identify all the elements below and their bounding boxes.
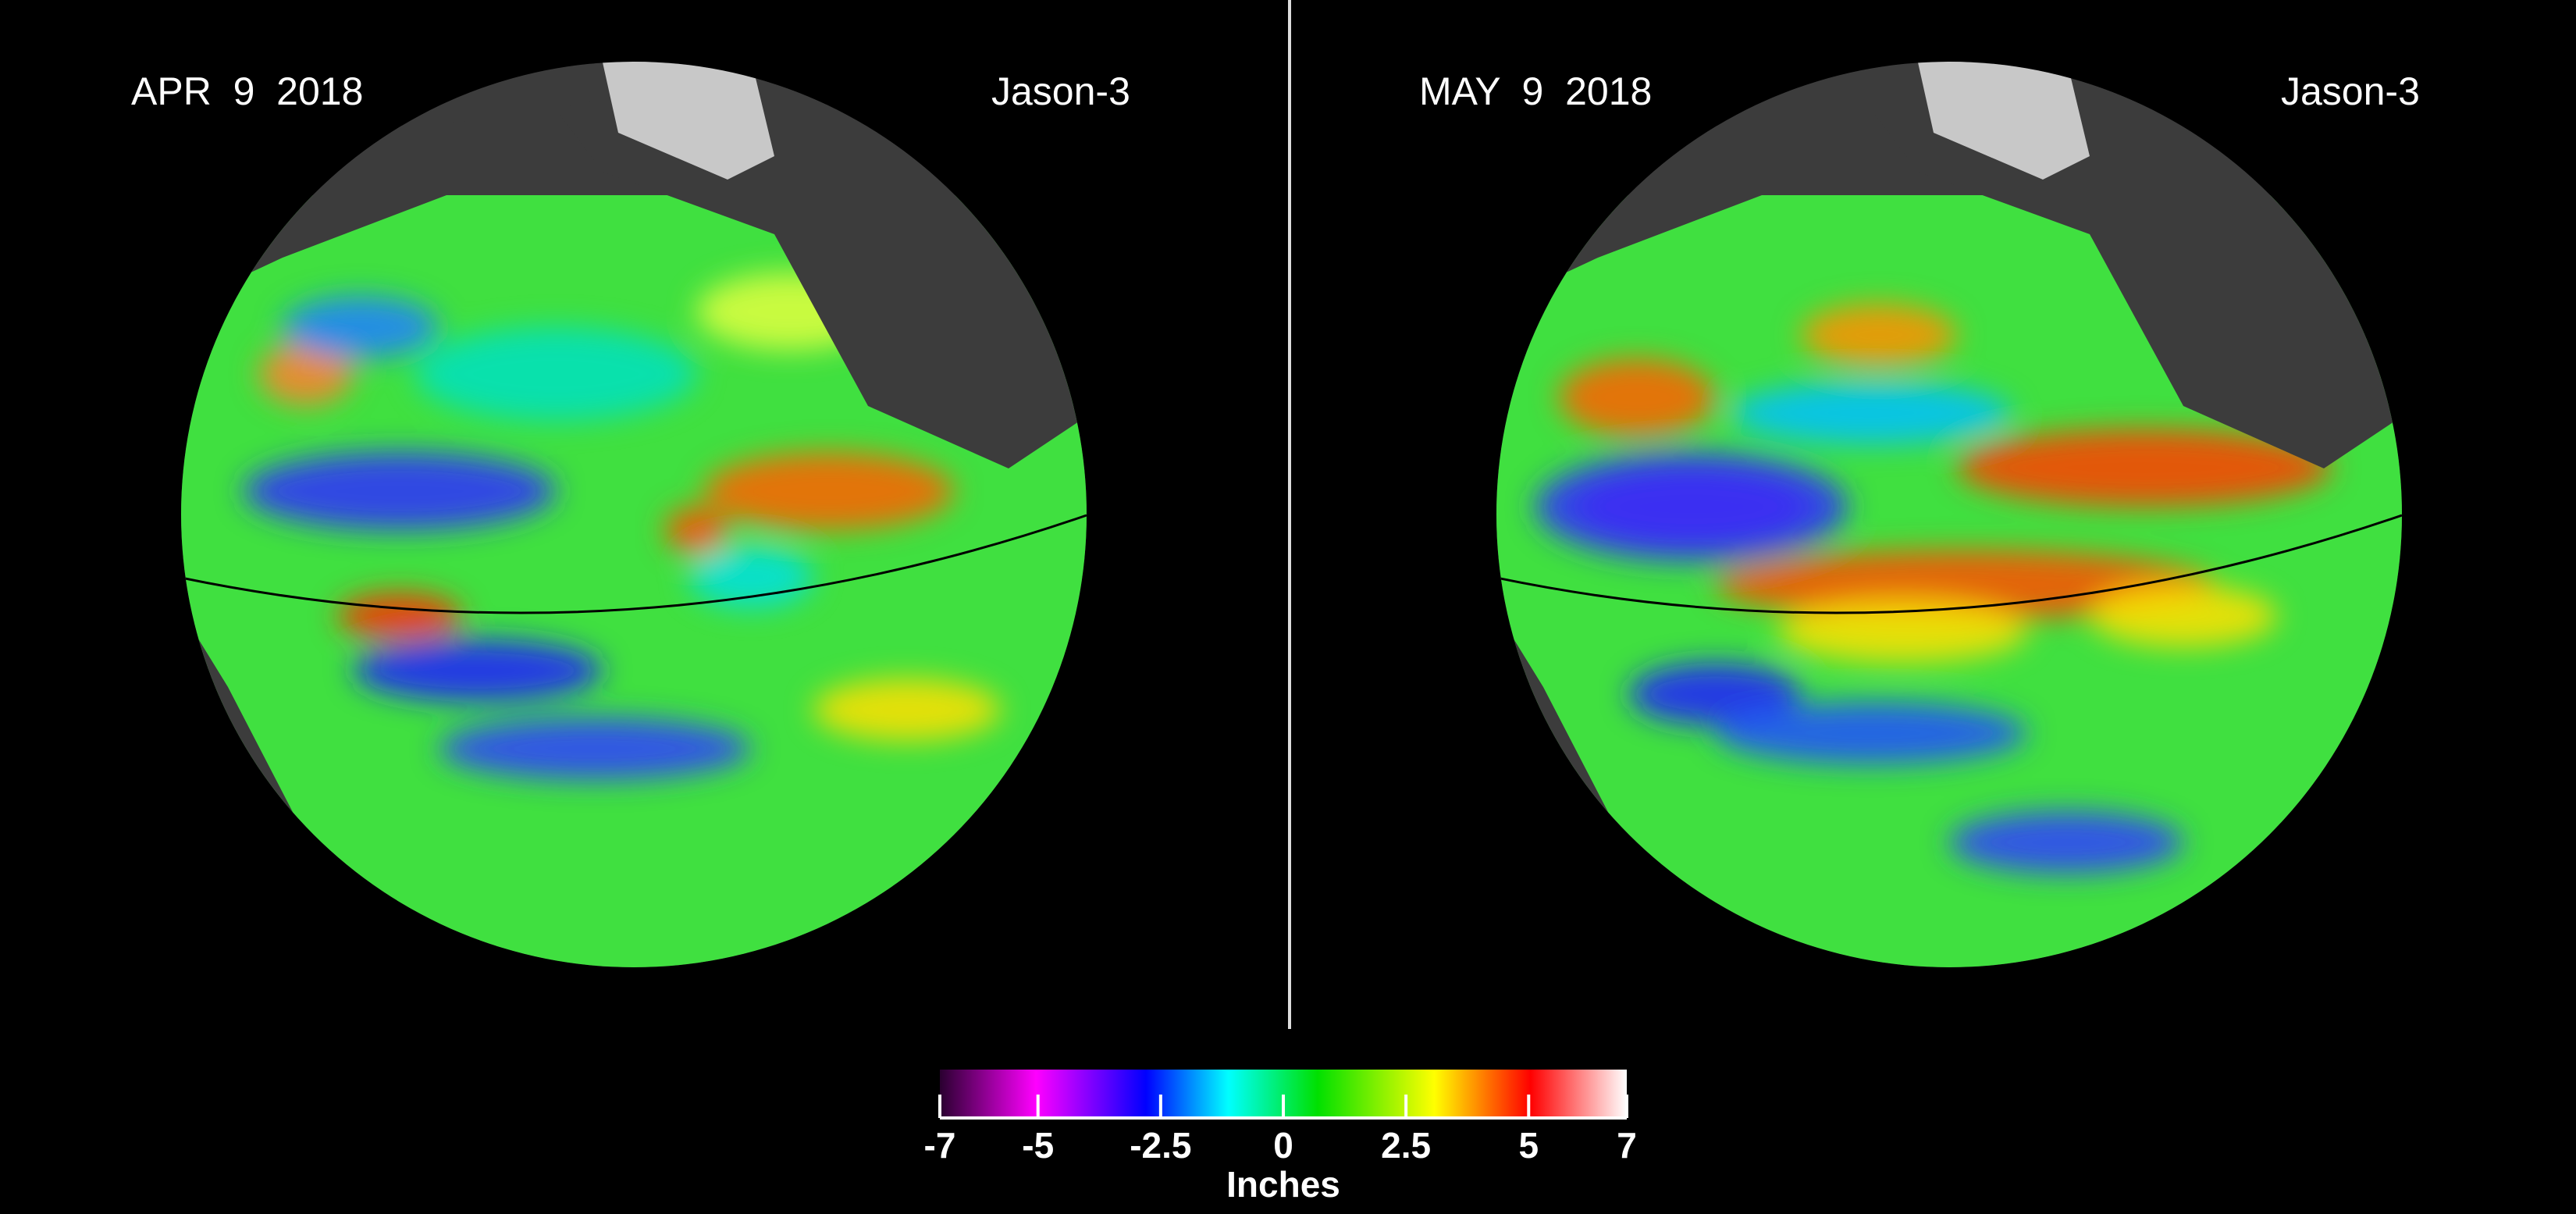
globe-may: [1496, 62, 2402, 967]
colorbar-tick-label: 2.5: [1381, 1125, 1432, 1166]
arctic-ice: [1918, 62, 2090, 180]
colorbar-tick-label: 0: [1273, 1125, 1293, 1166]
colorbar-tick-label: -2.5: [1130, 1125, 1192, 1166]
colorbar-tick-label: -5: [1022, 1125, 1055, 1166]
equator-line: [1496, 514, 2402, 614]
colorbar-tick-label: -7: [923, 1125, 956, 1166]
date-label-may: MAY 9 2018: [1419, 69, 1653, 113]
equator-line: [181, 514, 1087, 614]
colorbar-ticks: [938, 1095, 1628, 1120]
colorbar-unit-label: Inches: [1226, 1164, 1340, 1205]
satellite-label-may: Jason-3: [2281, 69, 2420, 113]
satellite-label-april: Jason-3: [991, 69, 1130, 113]
sea-level-anomaly-field: [1496, 62, 2402, 967]
globe-april: [181, 62, 1087, 967]
date-label-april: APR 9 2018: [131, 69, 364, 113]
arctic-ice: [603, 62, 774, 180]
colorbar-tick-label: 7: [1617, 1125, 1637, 1166]
colorbar-tick-label: 5: [1518, 1125, 1539, 1166]
sea-level-anomaly-field: [181, 62, 1087, 967]
